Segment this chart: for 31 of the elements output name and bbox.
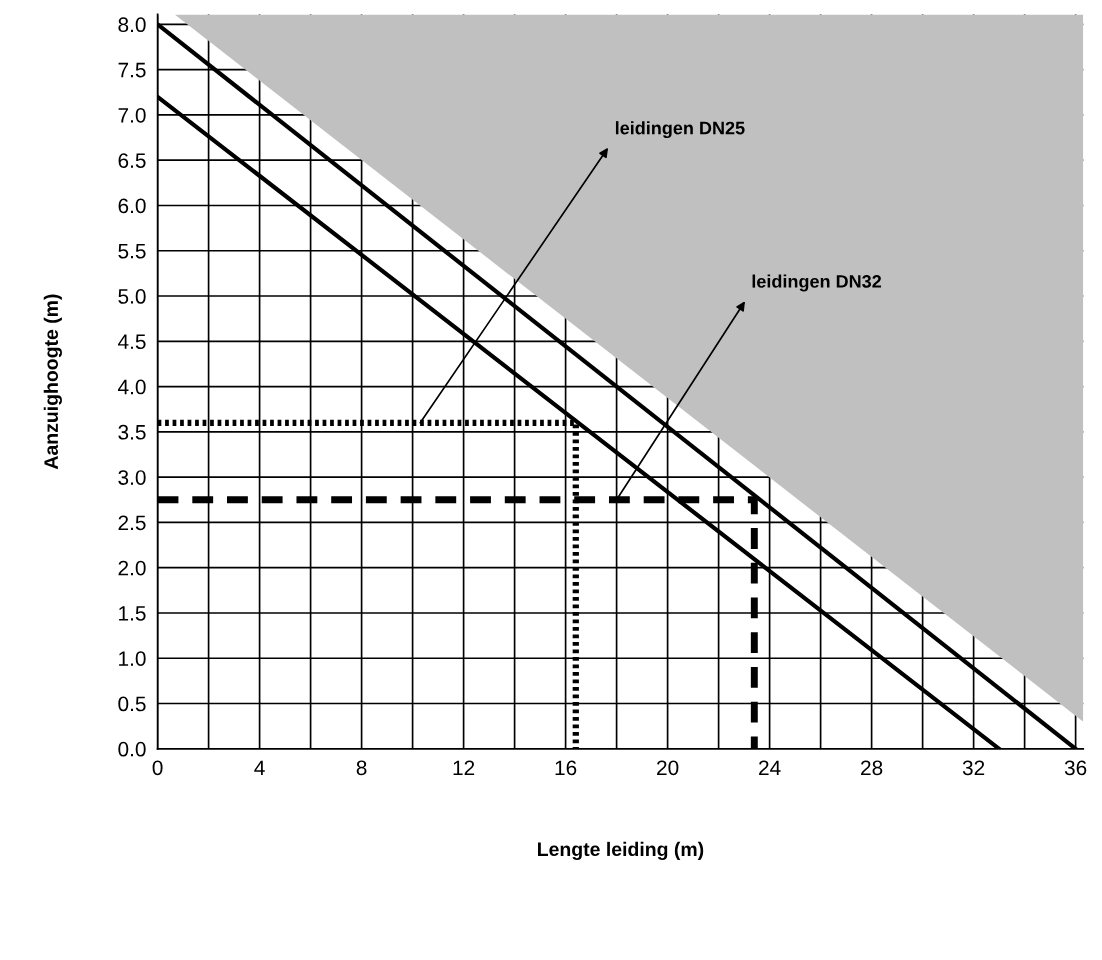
y-tick-label: 2.5 (118, 515, 146, 531)
y-tick-label: 1.0 (119, 651, 146, 666)
y-tick-label: 2.0 (118, 560, 146, 576)
y-tick-label: 3.5 (118, 424, 146, 440)
x-tick-label: 4 (254, 760, 265, 776)
y-tick-label: 1.5 (119, 606, 146, 621)
x-tick-label: 12 (453, 760, 475, 776)
y-tick-label: 0.0 (118, 741, 146, 757)
y-tick-label: 5.0 (118, 289, 146, 304)
y-tick-label: 6.0 (118, 198, 146, 214)
annotation: leidingen DN25 (615, 121, 745, 139)
y-tick-label: 7.5 (118, 62, 146, 78)
x-tick-label: 24 (759, 760, 781, 776)
x-tick-label: 32 (962, 760, 985, 776)
y-axis-title: Aanzuighoogte (m) (43, 294, 62, 470)
x-tick-label: 8 (356, 760, 367, 776)
x-tick-label: 20 (657, 760, 679, 776)
y-tick-label: 6.5 (118, 153, 146, 168)
y-tick-label: 0.5 (118, 696, 146, 712)
y-tick-label: 8.0 (118, 17, 146, 33)
x-tick-label: 0 (152, 760, 163, 776)
annotation: leidingen DN32 (752, 274, 882, 292)
x-axis-title: Lengte leiding (m) (538, 841, 704, 861)
x-tick-label: 36 (1064, 760, 1087, 776)
y-tick-label: 4.0 (118, 379, 146, 395)
x-tick-label: 28 (861, 760, 883, 776)
y-tick-label: 3.0 (118, 470, 146, 485)
y-tick-label: 7.0 (118, 107, 146, 123)
x-tick-label: 16 (555, 760, 577, 776)
y-tick-label: 4.5 (118, 334, 146, 350)
y-tick-label: 5.5 (118, 243, 146, 259)
